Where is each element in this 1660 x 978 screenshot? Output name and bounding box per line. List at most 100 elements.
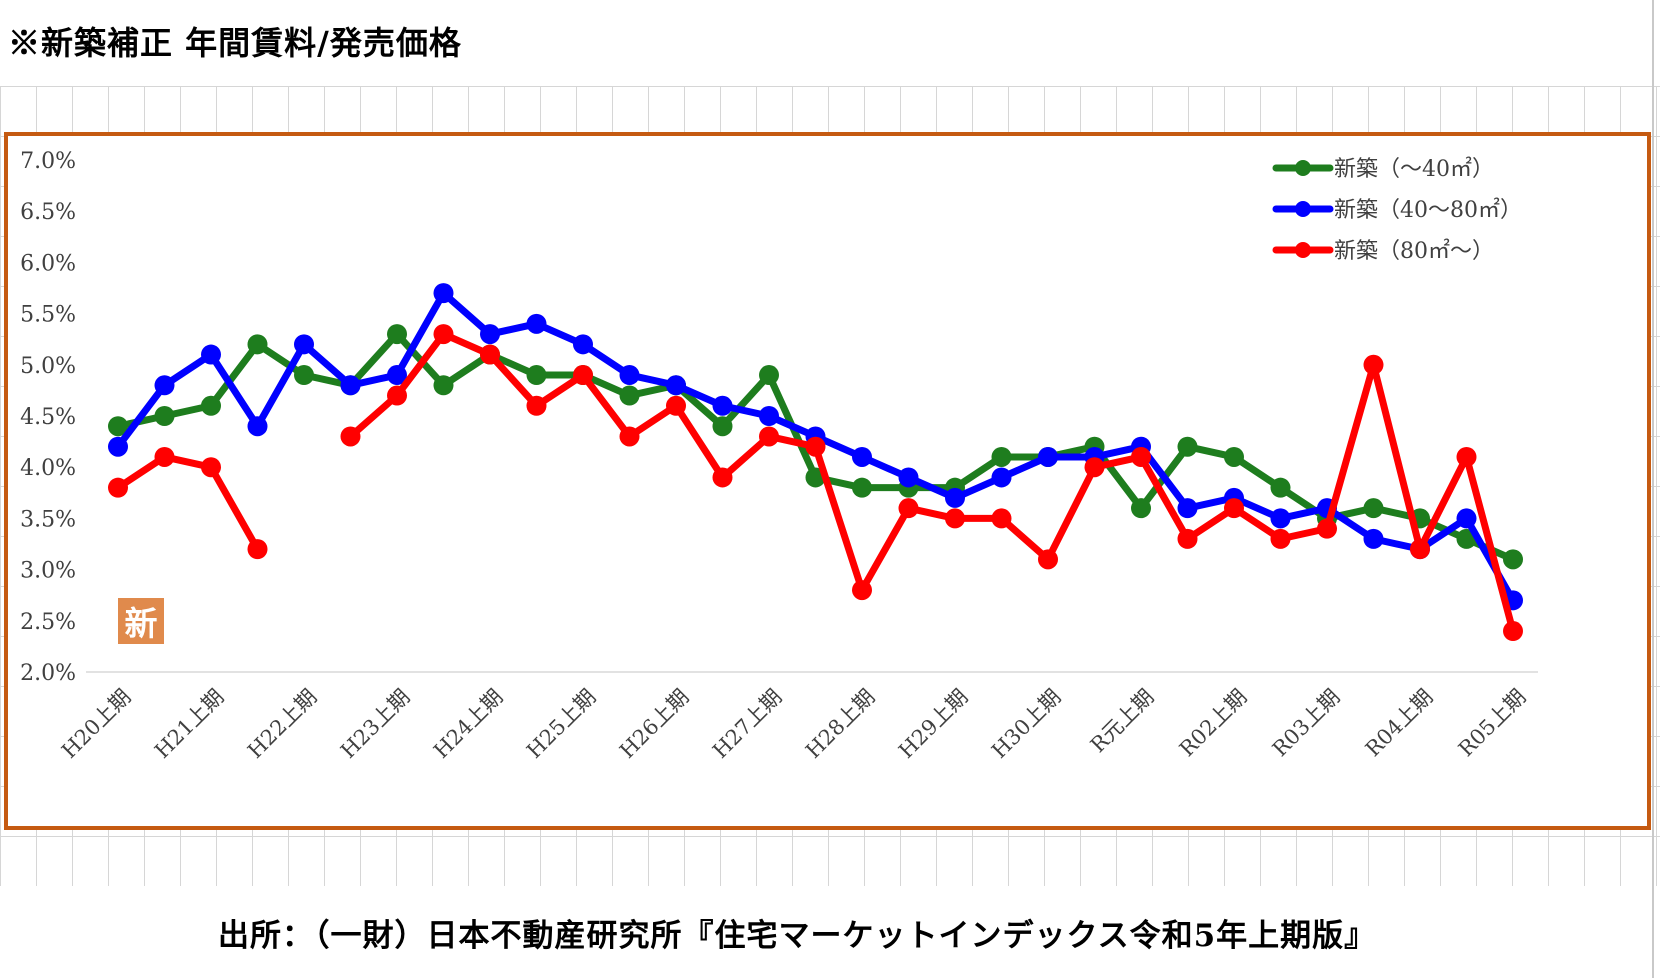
legend-marker: [1295, 160, 1311, 176]
y-tick-label: 3.0%: [20, 559, 76, 584]
data-point: [201, 395, 221, 416]
y-tick-label: 5.5%: [20, 303, 76, 328]
data-point: [573, 365, 593, 386]
data-point: [108, 477, 128, 498]
data-point: [1503, 621, 1523, 642]
sheet-scroll-edge: [1652, 0, 1654, 978]
data-point: [991, 446, 1012, 467]
x-tick-label: H26上期: [615, 685, 694, 764]
legend-marker: [1295, 201, 1311, 217]
data-point: [201, 457, 221, 478]
data-point: [108, 436, 128, 457]
y-tick-label: 2.0%: [20, 661, 76, 686]
legend-label: 新築（～40㎡）: [1334, 156, 1494, 182]
y-tick-label: 7.0%: [20, 149, 76, 174]
data-point: [712, 416, 733, 437]
data-point: [619, 365, 640, 386]
data-point: [1363, 354, 1384, 375]
data-point: [898, 467, 919, 488]
data-point: [759, 426, 779, 447]
data-point: [433, 375, 454, 396]
y-tick-label: 5.0%: [20, 354, 76, 379]
data-point: [1224, 498, 1244, 519]
data-point: [340, 426, 361, 447]
data-point: [945, 508, 965, 529]
data-point: [340, 375, 361, 396]
data-point: [1363, 528, 1384, 549]
data-point: [666, 395, 686, 416]
data-point: [294, 334, 314, 355]
data-point: [1456, 508, 1477, 529]
data-point: [247, 416, 268, 437]
data-point: [433, 283, 454, 304]
data-point: [1038, 549, 1058, 570]
x-tick-label: H30上期: [987, 685, 1066, 764]
x-tick-label: R03上期: [1268, 685, 1345, 762]
source-note: 出所：（一財）日本不動産研究所『住宅マーケットインデックス令和5年上期版』: [218, 918, 1377, 954]
data-point: [247, 334, 268, 355]
data-point: [1131, 498, 1151, 519]
x-tick-label: H27上期: [708, 685, 787, 764]
y-tick-label: 6.5%: [20, 200, 76, 225]
data-point: [1270, 508, 1291, 529]
data-point: [526, 313, 547, 334]
legend-label: 新築（80㎡～）: [1334, 238, 1494, 264]
data-point: [991, 467, 1012, 488]
data-point: [154, 406, 175, 426]
data-point: [1177, 528, 1198, 549]
y-tick-label: 4.0%: [20, 456, 76, 481]
data-point: [1503, 549, 1523, 570]
data-point: [1177, 498, 1198, 519]
data-point: [1363, 498, 1384, 519]
data-point: [712, 467, 733, 488]
series-line: [347, 330, 1517, 635]
y-tick-label: 4.5%: [20, 405, 76, 430]
x-tick-label: H23上期: [336, 685, 415, 764]
data-point: [154, 375, 175, 396]
x-tick-label: R元上期: [1086, 685, 1159, 758]
x-axis: H20上期 H21上期 H22上期 H23上期 H24上期 H25上期 H26上期 H27上期…: [57, 685, 1531, 764]
data-point: [759, 406, 779, 426]
line-chart: 7.0% 6.5% 6.0% 5.5% 5.0% 4.5% 4.0% 3.5% 3.0% 2.5%…: [20, 149, 1538, 764]
x-tick-label: H21上期: [150, 685, 229, 764]
data-point: [1084, 457, 1105, 478]
y-axis: 7.0% 6.5% 6.0% 5.5% 5.0% 4.5% 4.0% 3.5% 3.0% 2.5%…: [20, 149, 1538, 686]
data-point: [852, 446, 872, 467]
x-tick-label: H22上期: [243, 685, 322, 764]
data-point: [1131, 446, 1151, 467]
page-title: ※新築補正 年間賃料/発売価格: [8, 24, 462, 62]
data-point: [1177, 436, 1198, 457]
y-tick-label: 6.0%: [20, 251, 76, 276]
data-point: [898, 498, 919, 519]
data-point: [1224, 446, 1244, 467]
data-point: [852, 477, 872, 498]
data-point: [991, 508, 1012, 529]
data-point: [387, 385, 407, 406]
data-point: [526, 395, 547, 416]
legend-label: 新築（40～80㎡）: [1334, 197, 1522, 223]
data-point: [1456, 446, 1477, 467]
data-point: [201, 344, 221, 365]
data-point: [945, 487, 965, 508]
y-tick-label: 2.5%: [20, 610, 76, 635]
data-point: [387, 365, 407, 386]
legend: 新築（～40㎡） 新築（40～80㎡） 新築（80㎡～）: [1272, 156, 1522, 264]
chart-frame: 7.0% 6.5% 6.0% 5.5% 5.0% 4.5% 4.0% 3.5% 3.0% 2.5%…: [4, 132, 1651, 830]
data-point: [294, 365, 314, 386]
x-tick-label: R04上期: [1361, 685, 1438, 762]
data-point: [108, 416, 128, 437]
data-point: [759, 365, 779, 386]
data-point: [387, 324, 407, 345]
series-line: [114, 453, 261, 553]
x-tick-label: H29上期: [894, 685, 973, 764]
data-point: [480, 324, 500, 345]
data-point: [573, 334, 593, 355]
data-point: [526, 365, 547, 386]
series-layer: [108, 283, 1523, 642]
x-tick-label: H20上期: [57, 685, 136, 764]
data-point: [619, 426, 640, 447]
data-point: [1270, 477, 1291, 498]
legend-marker: [1295, 242, 1311, 258]
y-tick-label: 3.5%: [20, 507, 76, 532]
x-tick-label: R05上期: [1454, 685, 1531, 762]
